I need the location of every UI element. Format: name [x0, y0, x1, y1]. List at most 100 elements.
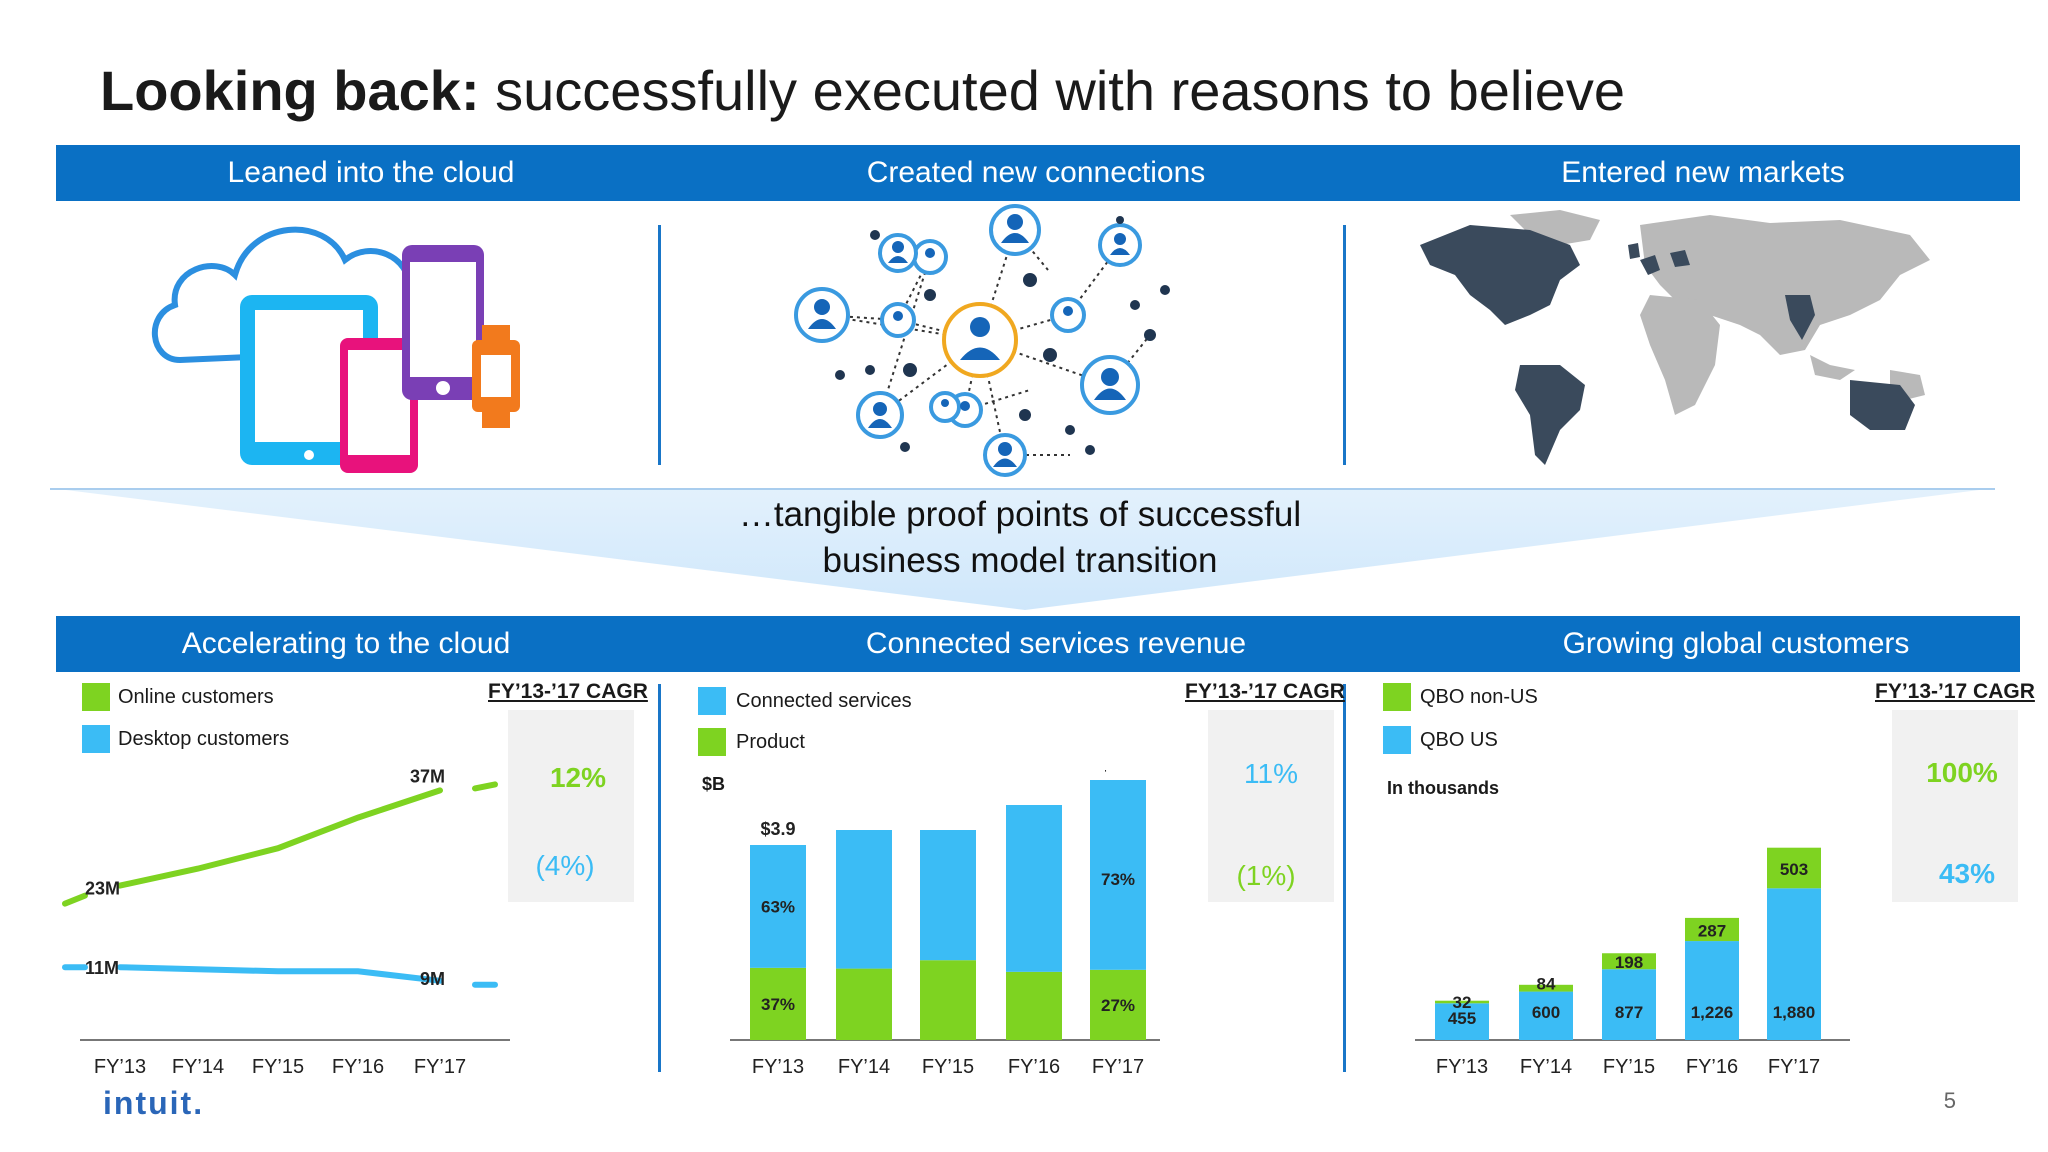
total-label: $3.9 [760, 819, 795, 839]
transition-caption: …tangible proof points of successful bus… [600, 492, 1440, 584]
band-label-markets: Entered new markets [1561, 156, 1845, 189]
bar-qbo-us [1767, 888, 1821, 1040]
x-tick-label: FY’16 [1008, 1056, 1060, 1078]
unit-label: In thousands [1387, 778, 1499, 798]
legend-swatch-qbo-us [1383, 726, 1411, 754]
share-label: 37% [761, 995, 795, 1014]
value-label-nonus: 84 [1537, 975, 1556, 994]
value-label-us: 1,880 [1773, 1003, 1816, 1022]
legend-swatch-connected [698, 687, 726, 715]
legend-swatch-product [698, 728, 726, 756]
bar-connected [750, 845, 806, 968]
cagr-connected: 11% [1244, 758, 1298, 789]
bar-qbo-nonus [1602, 953, 1656, 970]
band-label-accelerating: Accelerating to the cloud [181, 627, 511, 660]
bar-qbo-us [1602, 969, 1656, 1040]
page-number: 5 [1943, 1088, 1956, 1113]
divider [658, 225, 661, 465]
bar-connected [836, 830, 892, 969]
x-tick-label: FY’16 [1686, 1056, 1738, 1078]
band-label-cloud: Leaned into the cloud [227, 156, 515, 189]
x-tick-label: FY’13 [752, 1056, 804, 1078]
funnel-banner [50, 488, 1995, 610]
data-label: 23M [85, 879, 120, 899]
bar-product [750, 967, 806, 1040]
total-label: $5.2 [1100, 770, 1135, 774]
share-label: 27% [1101, 996, 1135, 1015]
band-label-global-customers: Growing global customers [1562, 627, 1910, 660]
value-label-nonus: 198 [1615, 953, 1643, 972]
cagr-box [1208, 710, 1334, 902]
bottom-header-band: Accelerating to the cloud Connected serv… [56, 616, 2020, 672]
value-label-us: 1,226 [1691, 1003, 1734, 1022]
legend-online: Online customers [118, 686, 274, 708]
caption-line: business model transition [822, 541, 1218, 580]
intuit-logo: intuit. [103, 1085, 205, 1121]
divider [658, 684, 661, 1072]
series-line-desktop [117, 964, 443, 984]
bar-qbo-us [1435, 1003, 1489, 1040]
unit-label: $B [702, 774, 726, 794]
x-tick-label: FY’16 [332, 1056, 384, 1078]
bar-qbo-nonus [1767, 847, 1821, 889]
bar-connected [1090, 780, 1146, 970]
legend-qbo-nonus: QBO non-US [1420, 686, 1538, 708]
cagr-header: FY’13-’17 CAGR [1185, 680, 1345, 703]
bar-product [920, 960, 976, 1040]
data-label: 37M [410, 766, 445, 786]
legend-desktop: Desktop customers [118, 728, 290, 750]
cagr-box [508, 710, 634, 902]
legend-connected: Connected services [736, 690, 912, 712]
legend-swatch-qbo-nonus [1383, 683, 1411, 711]
bar-product [1006, 971, 1062, 1040]
x-tick-label: FY’17 [1768, 1056, 1820, 1078]
cagr-qbo-us: 43% [1938, 858, 1996, 889]
divider [1343, 684, 1346, 1072]
x-tick-label: FY’13 [94, 1056, 146, 1078]
bar-product [1090, 969, 1146, 1040]
caption-line: …tangible proof points of successful [738, 495, 1302, 534]
cagr-online: 12% [549, 762, 607, 793]
x-tick-label: FY’15 [922, 1056, 974, 1078]
x-tick-label: FY’17 [1092, 1056, 1144, 1078]
divider [1343, 225, 1346, 465]
bar-connected [1006, 805, 1062, 972]
legend-swatch-online [82, 683, 110, 711]
x-tick-label: FY’17 [414, 1056, 466, 1078]
network-people-icon [794, 204, 1170, 477]
x-tick-label: FY’14 [1520, 1056, 1572, 1078]
bar-qbo-us [1519, 991, 1573, 1040]
value-label-nonus: 503 [1780, 860, 1808, 879]
x-tick-label: FY’15 [1603, 1056, 1655, 1078]
bar-qbo-nonus [1519, 984, 1573, 992]
legend-qbo-us: QBO US [1420, 729, 1498, 751]
bar-connected [920, 830, 976, 961]
legend-swatch-desktop [82, 725, 110, 753]
cagr-product: (1%) [1236, 860, 1296, 891]
value-label-nonus: 287 [1698, 921, 1726, 940]
cloud-devices-icon [151, 226, 520, 473]
share-label: 63% [761, 898, 795, 917]
data-label: 11M [85, 958, 119, 978]
bar-chart-connected-revenue: FY’13 $3.9 63% 37% FY’14 FY’15 FY’16 FY’17 $5.2 7… [730, 770, 1160, 1078]
cagr-header: FY’13-’17 CAGR [1875, 680, 2035, 703]
bar-qbo-us [1685, 941, 1739, 1040]
series-end-stub [472, 781, 498, 792]
x-tick-label: FY’14 [172, 1056, 224, 1078]
cagr-desktop: (4%) [535, 850, 595, 881]
value-label-us: 600 [1532, 1003, 1560, 1022]
value-label-nonus: 32 [1453, 993, 1472, 1012]
cagr-box [1892, 710, 2018, 902]
value-label-us: 455 [1448, 1009, 1476, 1028]
value-label-us: 877 [1615, 1003, 1643, 1022]
slide-title: Looking back: successfully executed with… [100, 59, 1626, 122]
x-tick-label: FY’13 [1436, 1056, 1488, 1078]
band-label-connections: Created new connections [866, 156, 1206, 189]
x-tick-label: FY’15 [252, 1056, 304, 1078]
series-start-stub [62, 892, 88, 907]
series-line-online [117, 787, 443, 889]
x-tick-label: FY’14 [838, 1056, 890, 1078]
bar-qbo-nonus [1435, 1000, 1489, 1004]
cagr-header: FY’13-’17 CAGR [488, 680, 648, 703]
data-label: 9M [420, 969, 445, 989]
